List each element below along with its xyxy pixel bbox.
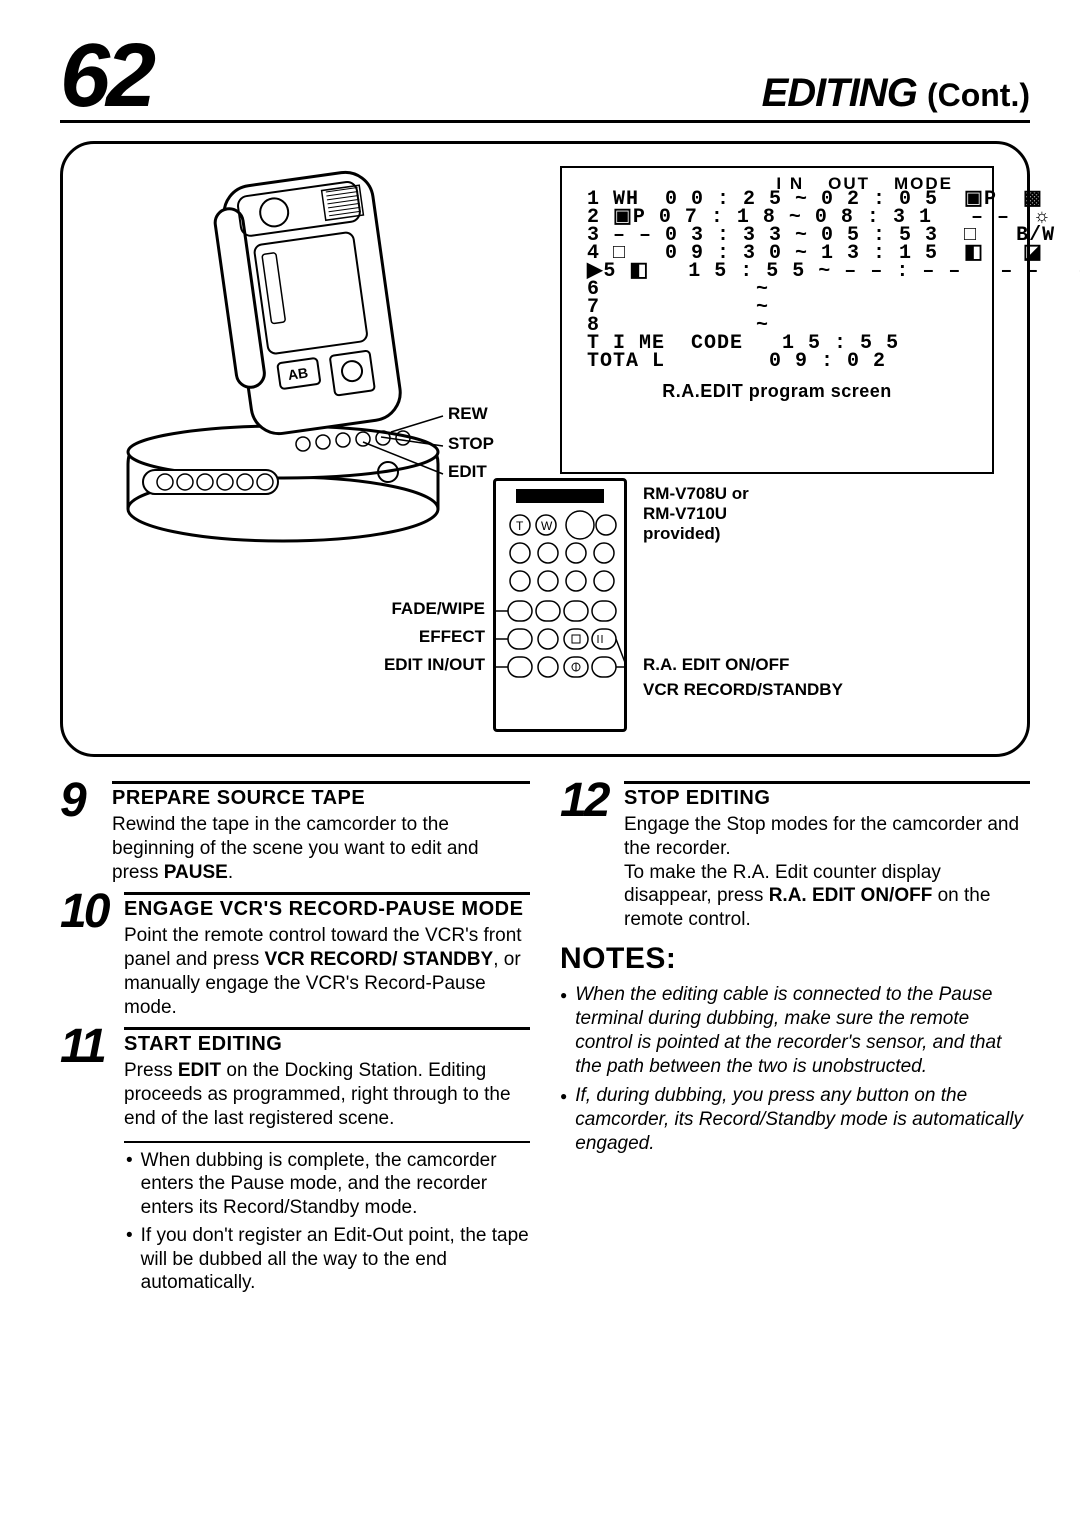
- right-column: 12 STOP EDITING Engage the Stop modes fo…: [560, 781, 1030, 1307]
- bullet-sublist: When dubbing is complete, the camcorder …: [124, 1141, 530, 1296]
- label-effect: EFFECT: [385, 627, 485, 647]
- step-number: 12: [560, 781, 616, 932]
- step-title: START EDITING: [124, 1032, 530, 1057]
- notes-heading: NOTES:: [560, 940, 1030, 978]
- step-text: Point the remote control toward the VCR'…: [124, 924, 530, 1019]
- page-number: 62: [60, 40, 152, 112]
- step-12: 12 STOP EDITING Engage the Stop modes fo…: [560, 781, 1030, 932]
- bold-text: PAUSE: [164, 862, 228, 883]
- step-text-b: To make the R.A. Edit counter display di…: [624, 861, 1030, 932]
- step-text: Rewind the tape in the camcorder to the …: [112, 813, 530, 884]
- svg-text:T: T: [516, 519, 524, 533]
- screen-total: TOTA L 0 9 : 0 2: [587, 353, 967, 371]
- screen-caption: R.A.EDIT program screen: [562, 381, 992, 402]
- step-number: 9: [60, 781, 104, 884]
- step-number: 10: [60, 892, 116, 1019]
- total-val: 0 9 : 0 2: [769, 350, 886, 373]
- label-remote-model-b: RM-V710U: [643, 504, 727, 524]
- total-label: TOTA L: [587, 350, 665, 373]
- list-item: When dubbing is complete, the camcorder …: [141, 1149, 530, 1220]
- camcorder-diagram: AB: [93, 154, 493, 554]
- note-item: When the editing cable is connected to t…: [575, 983, 1030, 1078]
- step-text: Press EDIT on the Docking Station. Editi…: [124, 1059, 530, 1130]
- label-remote-model-a: RM-V708U or: [643, 484, 749, 504]
- label-remote-model-c: provided): [643, 524, 720, 544]
- step-10: 10 ENGAGE VCR'S RECORD-PAUSE MODE Point …: [60, 892, 530, 1019]
- label-vcrrec: VCR RECORD/STANDBY: [643, 680, 843, 700]
- label-rew: REW: [448, 404, 488, 424]
- label-raedit: R.A. EDIT ON/OFF: [643, 655, 789, 675]
- remote-diagram: T W: [493, 478, 627, 732]
- step-number: 11: [60, 1027, 116, 1299]
- svg-text:W: W: [541, 519, 553, 533]
- label-stop: STOP: [448, 434, 494, 454]
- text-columns: 9 PREPARE SOURCE TAPE Rewind the tape in…: [60, 781, 1030, 1307]
- bold-text: R.A. EDIT ON/OFF: [769, 885, 933, 906]
- bold-text: EDIT: [178, 1060, 221, 1081]
- step-text-a: Engage the Stop modes for the camcorder …: [624, 813, 1030, 861]
- page: 62 EDITING (Cont.): [60, 40, 1030, 1307]
- step-title: PREPARE SOURCE TAPE: [112, 786, 530, 811]
- title-main: EDITING: [762, 71, 917, 115]
- notes-list: When the editing cable is connected to t…: [560, 983, 1030, 1155]
- svg-text:AB: AB: [287, 364, 309, 383]
- left-column: 9 PREPARE SOURCE TAPE Rewind the tape in…: [60, 781, 530, 1307]
- figure-box: AB REW STOP EDIT I N OUT MODE 1 WH 0 0 :…: [60, 141, 1030, 757]
- note-item: If, during dubbing, you press any button…: [575, 1084, 1030, 1155]
- label-editinout: EDIT IN/OUT: [365, 655, 485, 675]
- header: 62 EDITING (Cont.): [60, 40, 1030, 123]
- title-cont: (Cont.): [927, 77, 1030, 113]
- raedit-screen: I N OUT MODE 1 WH 0 0 : 2 5 ~ 0 2 : 0 5 …: [560, 166, 994, 474]
- label-edit: EDIT: [448, 462, 487, 482]
- page-title: EDITING (Cont.): [762, 71, 1030, 116]
- bold-text: VCR RECORD/ STANDBY: [265, 949, 494, 970]
- screen-content: I N OUT MODE 1 WH 0 0 : 2 5 ~ 0 2 : 0 5 …: [587, 176, 967, 371]
- step-title: ENGAGE VCR'S RECORD-PAUSE MODE: [124, 897, 530, 922]
- step-11: 11 START EDITING Press EDIT on the Docki…: [60, 1027, 530, 1299]
- list-item: If you don't register an Edit-Out point,…: [141, 1224, 530, 1295]
- text-a: Press: [124, 1060, 178, 1081]
- label-fadewipe: FADE/WIPE: [385, 599, 485, 619]
- step-9: 9 PREPARE SOURCE TAPE Rewind the tape in…: [60, 781, 530, 884]
- tail: .: [228, 862, 233, 883]
- step-title: STOP EDITING: [624, 786, 1030, 811]
